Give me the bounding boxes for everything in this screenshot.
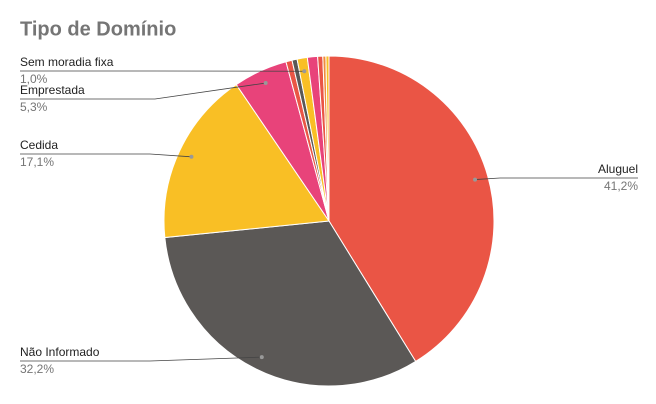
leader-line	[475, 177, 638, 180]
leader-dot	[263, 81, 268, 86]
slice-name: Emprestada	[20, 83, 85, 97]
slice-percent: 1,0%	[20, 72, 48, 86]
leader-dot	[259, 355, 264, 360]
leader-line	[20, 356, 262, 362]
pie-slice	[328, 55, 495, 363]
chart-title: Tipo de Domínio	[20, 18, 176, 40]
slice-name: Não Informado	[20, 345, 100, 359]
leader-line	[20, 153, 192, 158]
pie-slice	[163, 83, 330, 239]
pie-slice	[325, 55, 330, 222]
leader-dot	[473, 177, 478, 182]
pie-slice	[164, 220, 417, 387]
slice-percent: 32,2%	[20, 362, 54, 376]
slice-name: Sem moradia fixa	[20, 55, 114, 69]
leader-dot	[189, 154, 194, 159]
slice-percent: 5,3%	[20, 100, 48, 114]
slice-name: Aluguel	[598, 162, 638, 176]
slice-percent: 41,2%	[604, 179, 638, 193]
slice-name: Cedida	[20, 138, 58, 152]
leader-dot	[302, 69, 307, 74]
slice-percent: 17,1%	[20, 155, 54, 169]
leader-line	[20, 82, 266, 100]
